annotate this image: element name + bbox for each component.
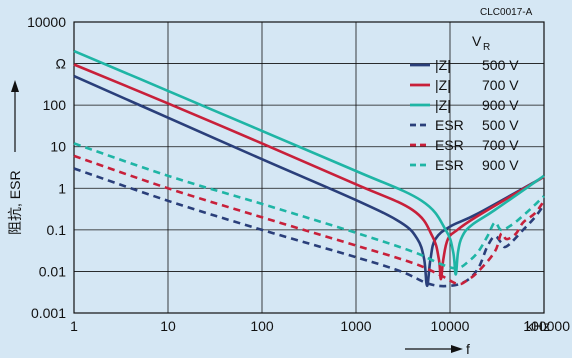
series-group bbox=[73, 49, 546, 288]
y-tick-labels: 0.001 0.01 0.1 1 10 100 Ω 10000 bbox=[27, 14, 66, 321]
series-line-z-700v bbox=[73, 63, 545, 281]
y-tick-label: Ω bbox=[56, 56, 66, 72]
legend-voltage: 700 V bbox=[482, 77, 519, 93]
x-axis-label: f bbox=[466, 341, 470, 357]
legend-label: |Z| bbox=[435, 97, 451, 113]
legend-voltage: 900 V bbox=[482, 97, 519, 113]
x-tick-label: 10000 bbox=[431, 318, 470, 334]
x-tick-label: 100 bbox=[250, 318, 274, 334]
legend-voltage: 900 V bbox=[482, 157, 519, 173]
x-axis-arrow-head bbox=[451, 345, 463, 353]
series-line-z-900v bbox=[73, 49, 545, 276]
y-axis-label: 阻抗, ESR bbox=[7, 170, 23, 235]
legend-label: ESR bbox=[435, 137, 464, 153]
series-line-esr-500v bbox=[73, 167, 546, 288]
y-tick-label: 0.1 bbox=[47, 222, 67, 238]
legend-voltage: 700 V bbox=[482, 137, 519, 153]
x-tick-label: 1 bbox=[70, 318, 78, 334]
y-tick-label: 1 bbox=[58, 180, 66, 196]
legend-label: ESR bbox=[435, 157, 464, 173]
y-tick-label: 10000 bbox=[27, 14, 66, 30]
x-tick-label: 1000 bbox=[340, 318, 371, 334]
legend-voltage: 500 V bbox=[482, 117, 519, 133]
legend-voltage: 500 V bbox=[482, 57, 519, 73]
x-unit-label: kHz bbox=[526, 318, 550, 334]
legend-title: V bbox=[472, 33, 482, 49]
y-axis-arrow-head bbox=[11, 80, 19, 92]
series-line-z-500v bbox=[73, 74, 545, 288]
legend-label: ESR bbox=[435, 117, 464, 133]
x-tick-label: 10 bbox=[160, 318, 176, 334]
legend-label: |Z| bbox=[435, 57, 451, 73]
y-tick-label: 10 bbox=[50, 139, 66, 155]
legend-title-subscript: R bbox=[483, 42, 490, 53]
legend: V R |Z| 500 V |Z| 700 V |Z| 900 V ESR 500 V ESR 7… bbox=[410, 33, 519, 173]
chart-code-label: CLC0017-A bbox=[480, 7, 533, 18]
series-line-esr-700v bbox=[73, 154, 546, 286]
x-tick-label: 100000 bbox=[523, 318, 570, 334]
series-line-esr-900v bbox=[73, 142, 545, 270]
legend-label: |Z| bbox=[435, 77, 451, 93]
y-tick-label: 100 bbox=[43, 97, 67, 113]
y-tick-label: 0.01 bbox=[39, 263, 66, 279]
y-tick-label: 0.001 bbox=[31, 305, 66, 321]
